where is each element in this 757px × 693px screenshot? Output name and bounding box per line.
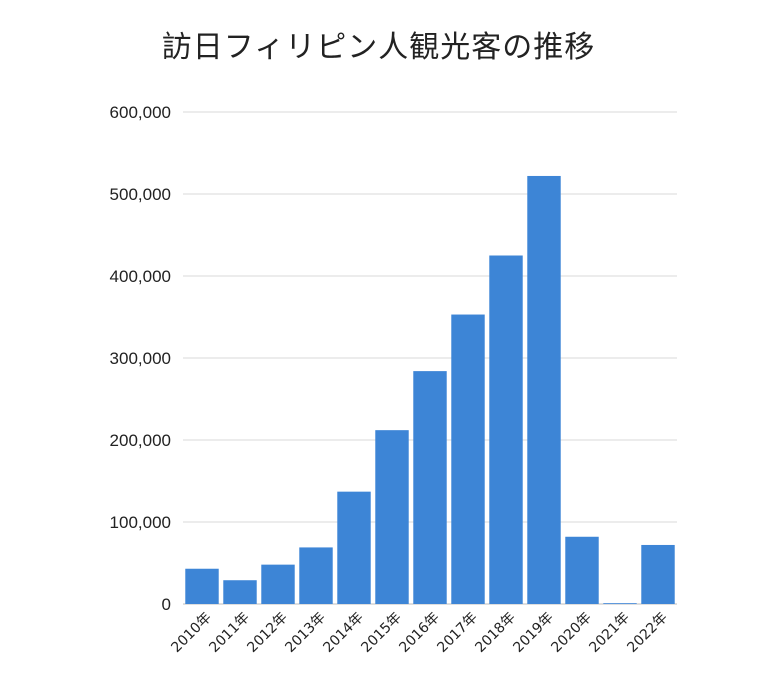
bar bbox=[603, 603, 637, 604]
x-tick-label: 2011年 bbox=[206, 610, 252, 656]
bar bbox=[413, 371, 447, 604]
x-tick-label: 2015年 bbox=[358, 610, 404, 656]
x-tick-label: 2017年 bbox=[434, 610, 480, 656]
x-tick-label: 2014年 bbox=[320, 610, 366, 656]
x-tick-label: 2020年 bbox=[548, 610, 594, 656]
bar bbox=[261, 564, 295, 604]
bar bbox=[375, 430, 409, 604]
x-tick-label: 2010年 bbox=[168, 610, 214, 656]
y-tick-label: 0 bbox=[162, 595, 171, 614]
bar bbox=[451, 314, 485, 604]
bar bbox=[299, 547, 333, 604]
bar bbox=[223, 580, 257, 604]
bar bbox=[565, 536, 599, 604]
bar bbox=[641, 544, 675, 604]
bar bbox=[337, 491, 371, 604]
x-tick-label: 2022年 bbox=[624, 610, 670, 656]
y-axis-tick-labels: 0 100,000 200,000 300,000 400,000 500,000 600,… bbox=[110, 103, 171, 614]
y-tick-label: 500,000 bbox=[110, 185, 171, 204]
y-tick-label: 400,000 bbox=[110, 267, 171, 286]
y-tick-label: 600,000 bbox=[110, 103, 171, 122]
bars bbox=[185, 175, 675, 604]
x-tick-label: 2013年 bbox=[282, 610, 328, 656]
chart-title: 訪日フィリピン人観光客の推移 bbox=[161, 30, 596, 65]
x-tick-label: 2019年 bbox=[510, 610, 556, 656]
x-tick-label: 2018年 bbox=[472, 610, 518, 656]
x-tick-label: 2021年 bbox=[586, 610, 632, 656]
bar bbox=[527, 175, 561, 604]
x-tick-label: 2012年 bbox=[244, 610, 290, 656]
y-tick-label: 300,000 bbox=[110, 349, 171, 368]
x-tick-label: 2016年 bbox=[396, 610, 442, 656]
x-axis-tick-labels: 2010年2011年2012年2013年2014年2015年2016年2017年… bbox=[168, 610, 670, 656]
bar bbox=[185, 568, 219, 604]
bar bbox=[489, 255, 523, 604]
y-tick-label: 100,000 bbox=[110, 513, 171, 532]
y-tick-label: 200,000 bbox=[110, 431, 171, 450]
